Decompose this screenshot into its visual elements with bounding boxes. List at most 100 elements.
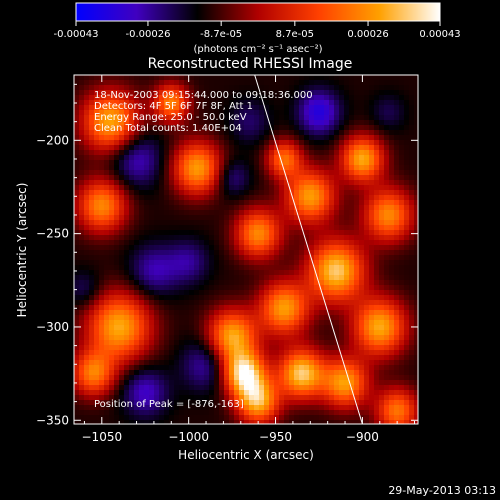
heatmap-cell <box>284 195 289 200</box>
heatmap-cell <box>199 95 204 100</box>
heatmap-cell <box>284 365 289 370</box>
heatmap-cell <box>379 330 384 335</box>
heatmap-cell <box>134 260 139 265</box>
heatmap-cell <box>334 250 339 255</box>
heatmap-cell <box>149 160 154 165</box>
heatmap-cell <box>229 80 234 85</box>
heatmap-cell <box>119 230 124 235</box>
heatmap-cell <box>324 175 329 180</box>
heatmap-cell <box>374 305 379 310</box>
heatmap-cell <box>279 385 284 390</box>
heatmap-cell <box>349 190 354 195</box>
heatmap-cell <box>79 85 84 90</box>
heatmap-cell <box>364 220 369 225</box>
heatmap-cell <box>259 405 264 410</box>
heatmap-cell <box>224 200 229 205</box>
heatmap-cell <box>334 190 339 195</box>
heatmap-cell <box>259 85 264 90</box>
heatmap-cell <box>384 290 389 295</box>
heatmap-cell <box>204 90 209 95</box>
heatmap-cell <box>139 175 144 180</box>
heatmap-cell <box>124 195 129 200</box>
heatmap-cell <box>244 140 249 145</box>
heatmap-cell <box>299 145 304 150</box>
heatmap-cell <box>394 195 399 200</box>
heatmap-cell <box>409 350 414 355</box>
heatmap-cell <box>329 130 334 135</box>
heatmap-cell <box>354 320 359 325</box>
heatmap-cell <box>304 420 309 424</box>
heatmap-cell <box>164 95 169 100</box>
heatmap-cell <box>134 195 139 200</box>
heatmap-cell <box>184 145 189 150</box>
heatmap-cell <box>399 280 404 285</box>
heatmap-cell <box>159 265 164 270</box>
heatmap-cell <box>374 135 379 140</box>
heatmap-cell <box>414 285 418 290</box>
heatmap-cell <box>154 265 159 270</box>
heatmap-cell <box>334 350 339 355</box>
heatmap-cell <box>234 215 239 220</box>
heatmap-cell <box>264 210 269 215</box>
heatmap-cell <box>189 115 194 120</box>
heatmap-cell <box>334 265 339 270</box>
heatmap-cell <box>144 245 149 250</box>
heatmap-cell <box>164 240 169 245</box>
heatmap-cell <box>89 385 94 390</box>
heatmap-cell <box>254 400 259 405</box>
heatmap-cell <box>209 145 214 150</box>
heatmap-cell <box>329 155 334 160</box>
heatmap-cell <box>414 200 418 205</box>
heatmap-cell <box>164 370 169 375</box>
heatmap-cell <box>254 125 259 130</box>
heatmap-cell <box>324 105 329 110</box>
heatmap-cell <box>229 125 234 130</box>
heatmap-cell <box>279 130 284 135</box>
heatmap-cell <box>339 255 344 260</box>
heatmap-cell <box>349 365 354 370</box>
heatmap-cell <box>149 225 154 230</box>
heatmap-cell <box>84 355 89 360</box>
heatmap-cell <box>294 225 299 230</box>
heatmap-cell <box>129 390 134 395</box>
heatmap-cell <box>349 260 354 265</box>
heatmap-cell <box>89 90 94 95</box>
heatmap-cell <box>324 140 329 145</box>
heatmap-cell <box>359 200 364 205</box>
heatmap-cell <box>414 260 418 265</box>
heatmap-cell <box>164 275 169 280</box>
heatmap-cell <box>149 250 154 255</box>
heatmap-cell <box>224 150 229 155</box>
heatmap-cell <box>354 110 359 115</box>
heatmap-cell <box>144 345 149 350</box>
heatmap-cell <box>269 245 274 250</box>
heatmap-cell <box>229 170 234 175</box>
heatmap-cell <box>179 120 184 125</box>
heatmap-cell <box>329 230 334 235</box>
heatmap-cell <box>159 270 164 275</box>
heatmap-cell <box>339 200 344 205</box>
heatmap-cell <box>389 110 394 115</box>
heatmap-cell <box>269 110 274 115</box>
heatmap-cell <box>159 195 164 200</box>
heatmap-cell <box>249 135 254 140</box>
heatmap-cell <box>229 120 234 125</box>
heatmap-cell <box>134 215 139 220</box>
heatmap-cell <box>284 100 289 105</box>
heatmap-cell <box>264 415 269 420</box>
heatmap-cell <box>164 205 169 210</box>
heatmap-cell <box>194 150 199 155</box>
heatmap-cell <box>359 330 364 335</box>
heatmap-cell <box>339 180 344 185</box>
heatmap-cell <box>274 155 279 160</box>
heatmap-cell <box>239 115 244 120</box>
heatmap-cell <box>204 215 209 220</box>
heatmap-cell <box>259 280 264 285</box>
heatmap-cell <box>79 180 84 185</box>
heatmap-cell <box>144 350 149 355</box>
heatmap-cell <box>284 330 289 335</box>
heatmap-cell <box>204 295 209 300</box>
heatmap-cell <box>144 150 149 155</box>
heatmap-cell <box>89 380 94 385</box>
heatmap-cell <box>219 100 224 105</box>
